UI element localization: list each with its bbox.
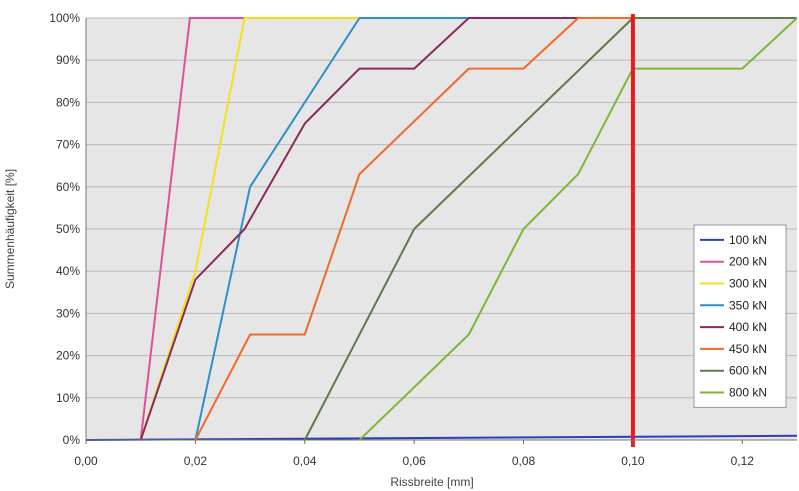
x-tick-label: 0,12 <box>731 454 755 468</box>
series-line-100-kn <box>85 434 798 441</box>
legend-label: 800 kN <box>729 386 767 400</box>
x-tick-label: 0,06 <box>402 454 426 468</box>
series-line-450-kn <box>194 17 797 441</box>
legend-label: 600 kN <box>729 364 767 378</box>
legend-label: 400 kN <box>729 320 767 334</box>
legend-label: 100 kN <box>729 233 767 247</box>
legend-label: 450 kN <box>729 342 767 356</box>
legend-box <box>693 224 787 408</box>
y-tick-label: 60% <box>56 180 80 194</box>
y-tick-label: 30% <box>56 306 80 320</box>
series-line-600-kn <box>303 17 797 441</box>
series-line-800-kn <box>358 17 798 441</box>
x-tick-label: 0,02 <box>184 454 208 468</box>
y-tick-label: 80% <box>56 95 80 109</box>
tick-labels: 0% 10% 20% 30% 40% 50% 60% 70% 80% 90% 100% 0,00 0,0… <box>49 11 797 468</box>
y-tick-label: 10% <box>56 391 80 405</box>
y-tick-label: 40% <box>56 264 80 278</box>
legend: 100 kN 200 kN 300 kN 350 kN 400 kN 450 kN 600 … <box>693 224 787 408</box>
series-line-400-kn <box>139 17 797 441</box>
x-tick-label: 0,04 <box>293 454 317 468</box>
x-tick-label: 0,10 <box>621 454 645 468</box>
x-tick-label: 0,08 <box>512 454 536 468</box>
y-tick-label: 20% <box>56 349 80 363</box>
x-tick-label: 0,00 <box>74 454 98 468</box>
y-tick-label: 70% <box>56 138 80 152</box>
legend-label: 300 kN <box>729 277 767 291</box>
legend-label: 200 kN <box>729 255 767 269</box>
y-tick-label: 100% <box>49 11 80 25</box>
y-tick-label: 50% <box>56 222 80 236</box>
y-axis-title: Summenhäufigkeit [%] <box>3 169 17 289</box>
legend-label: 350 kN <box>729 298 767 312</box>
series-lines <box>85 17 798 441</box>
y-tick-label: 0% <box>63 433 81 447</box>
x-axis-title: Rissbreite [mm] <box>390 475 473 489</box>
y-tick-label: 90% <box>56 53 80 67</box>
